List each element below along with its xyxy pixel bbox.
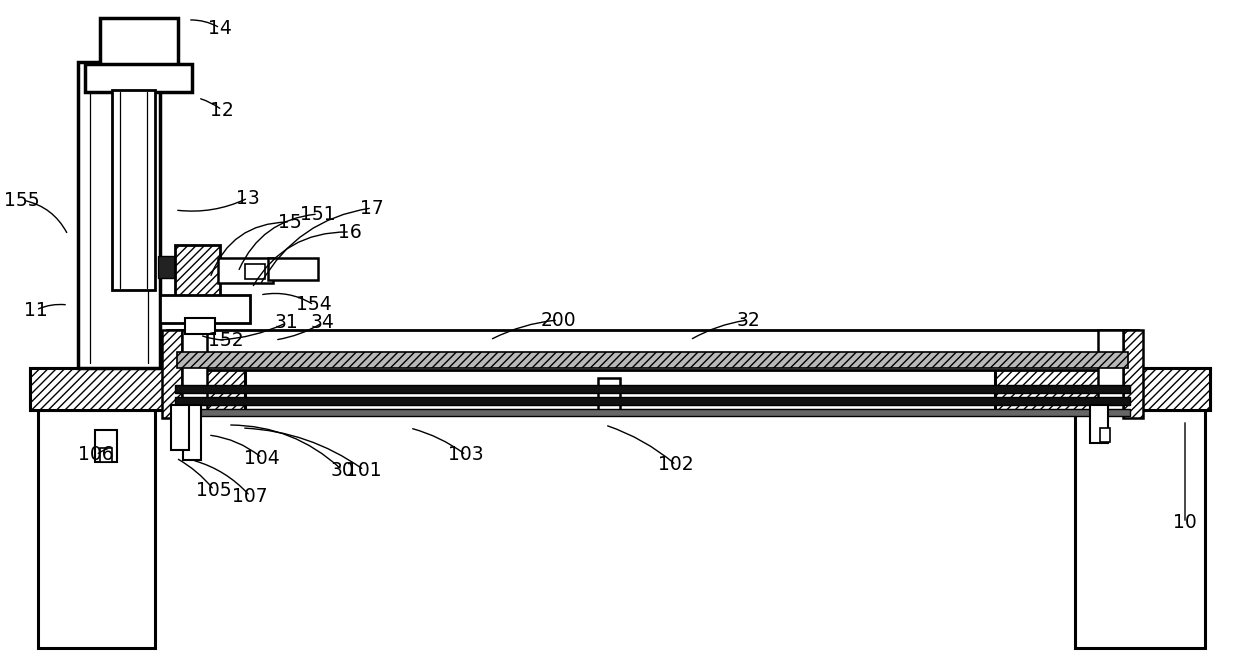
Text: 103: 103 <box>448 445 484 464</box>
Bar <box>100 448 112 462</box>
Bar <box>218 258 273 283</box>
Bar <box>95 430 117 462</box>
Text: 154: 154 <box>296 296 332 315</box>
Bar <box>86 64 192 92</box>
Bar <box>100 18 179 68</box>
Bar <box>175 245 219 300</box>
Text: 12: 12 <box>210 101 234 120</box>
Bar <box>246 264 265 279</box>
Text: 152: 152 <box>208 330 244 350</box>
Text: 31: 31 <box>274 313 298 332</box>
Bar <box>177 352 1128 368</box>
Bar <box>182 330 207 415</box>
Bar <box>1123 330 1143 418</box>
Bar <box>185 318 215 334</box>
Bar <box>30 368 1210 410</box>
Bar <box>994 368 1210 410</box>
Text: 11: 11 <box>24 300 48 319</box>
Bar <box>1097 330 1123 415</box>
Text: 107: 107 <box>232 486 268 505</box>
Text: 102: 102 <box>658 455 694 474</box>
Bar <box>598 378 620 414</box>
Bar <box>184 405 201 460</box>
Text: 17: 17 <box>360 198 384 217</box>
Bar <box>1075 410 1205 648</box>
Text: 200: 200 <box>541 311 575 330</box>
Bar <box>175 385 1130 393</box>
Bar <box>1100 428 1110 442</box>
Text: 15: 15 <box>278 212 301 231</box>
Text: 16: 16 <box>339 223 362 242</box>
Bar <box>171 405 188 450</box>
Bar <box>175 409 1130 416</box>
Text: 30: 30 <box>330 461 353 480</box>
Text: 14: 14 <box>208 18 232 37</box>
Text: 34: 34 <box>310 313 334 332</box>
Text: 10: 10 <box>1173 514 1197 533</box>
Bar <box>167 330 1138 370</box>
Bar <box>157 256 176 278</box>
Bar <box>160 295 250 323</box>
Bar <box>268 258 317 280</box>
Bar <box>112 90 155 290</box>
Bar <box>38 410 155 648</box>
Text: 151: 151 <box>300 204 336 223</box>
Text: 155: 155 <box>4 191 40 210</box>
Bar <box>162 330 182 418</box>
Bar <box>30 368 246 410</box>
Text: 101: 101 <box>346 461 382 480</box>
Bar <box>1090 405 1109 443</box>
Text: 32: 32 <box>737 311 760 330</box>
Bar <box>175 397 1130 405</box>
Text: 104: 104 <box>244 449 280 468</box>
Bar <box>78 62 160 368</box>
Text: 13: 13 <box>236 189 260 208</box>
Text: 106: 106 <box>78 445 114 464</box>
Text: 105: 105 <box>196 480 232 499</box>
